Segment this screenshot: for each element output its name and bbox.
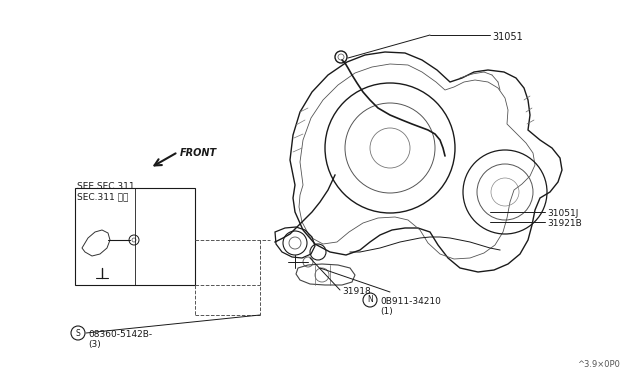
Text: 31918: 31918 (342, 287, 371, 296)
Text: SEE SEC.311: SEE SEC.311 (77, 182, 134, 191)
Text: 31051: 31051 (492, 32, 523, 42)
Text: (3): (3) (88, 340, 100, 349)
Text: N: N (367, 295, 373, 305)
Text: SEC.311 参照: SEC.311 参照 (77, 192, 129, 201)
Text: ^3.9×0P0: ^3.9×0P0 (577, 360, 620, 369)
Text: FRONT: FRONT (180, 148, 217, 158)
Text: S: S (76, 328, 81, 337)
Text: 0B911-34210: 0B911-34210 (380, 297, 441, 306)
Text: 31921B: 31921B (547, 219, 582, 228)
Text: 08360-5142B-: 08360-5142B- (88, 330, 152, 339)
Text: 31051J: 31051J (547, 209, 579, 218)
Text: (1): (1) (380, 307, 393, 316)
